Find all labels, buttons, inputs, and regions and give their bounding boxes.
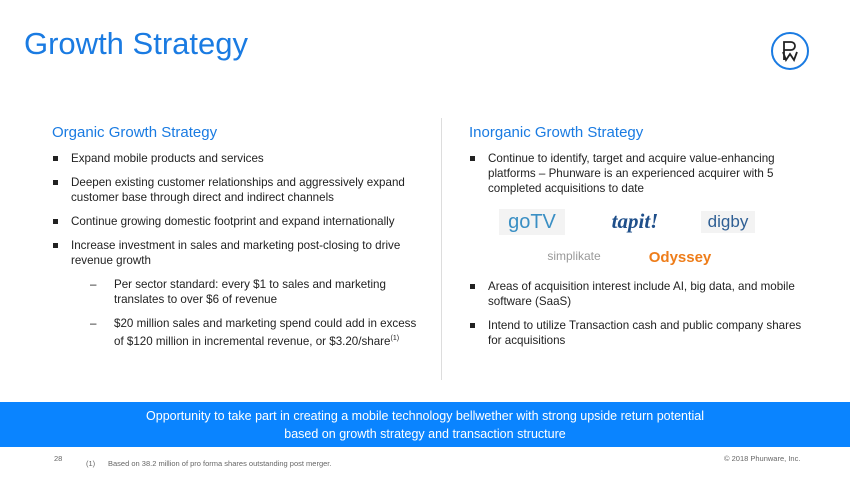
section-heading: Organic Growth Strategy: [52, 124, 218, 141]
organic-growth-section: Organic Growth Strategy Expand mobile pr…: [52, 124, 422, 358]
footnote-mark: (1): [86, 459, 96, 468]
bullet-item: Increase investment in sales and marketi…: [52, 238, 422, 268]
copyright: © 2018 Phunware, Inc.: [724, 454, 801, 463]
acquisition-logos: goTV tapit! digby simplikate Odyssey: [469, 205, 814, 266]
opportunity-banner: Opportunity to take part in creating a m…: [0, 402, 850, 447]
digby-logo: digby: [701, 211, 755, 233]
sub-bullet-item: $20 million sales and marketing spend co…: [52, 316, 422, 349]
phunware-logo-icon: [771, 32, 809, 70]
bullet-item: Continue to identify, target and acquire…: [469, 151, 814, 196]
simplikate-logo: simplikate: [547, 249, 601, 263]
bullet-item: Deepen existing customer relationships a…: [52, 175, 422, 205]
bullet-item: Continue growing domestic footprint and …: [52, 214, 422, 229]
tapit-logo: tapit!: [611, 208, 659, 233]
bullet-item: Intend to utilize Transaction cash and p…: [469, 318, 814, 348]
section-heading: Inorganic Growth Strategy: [469, 124, 644, 141]
bullet-item: Areas of acquisition interest include AI…: [469, 279, 814, 309]
sub-bullet-item: Per sector standard: every $1 to sales a…: [52, 277, 422, 307]
odyssey-logo: Odyssey: [648, 248, 712, 266]
footnote: Based on 38.2 million of pro forma share…: [108, 459, 332, 468]
page-number: 28: [54, 454, 63, 463]
sub-bullet-text: $20 million sales and marketing spend co…: [114, 317, 417, 348]
column-divider: [441, 118, 442, 380]
footnote-mark: (1): [390, 335, 400, 342]
banner-line: based on growth strategy and transaction…: [284, 427, 566, 441]
inorganic-growth-section: Inorganic Growth Strategy Continue to id…: [469, 124, 814, 357]
gotv-logo: goTV: [499, 209, 565, 235]
bullet-item: Expand mobile products and services: [52, 151, 422, 166]
page-title: Growth Strategy: [24, 26, 248, 61]
banner-line: Opportunity to take part in creating a m…: [146, 409, 704, 423]
